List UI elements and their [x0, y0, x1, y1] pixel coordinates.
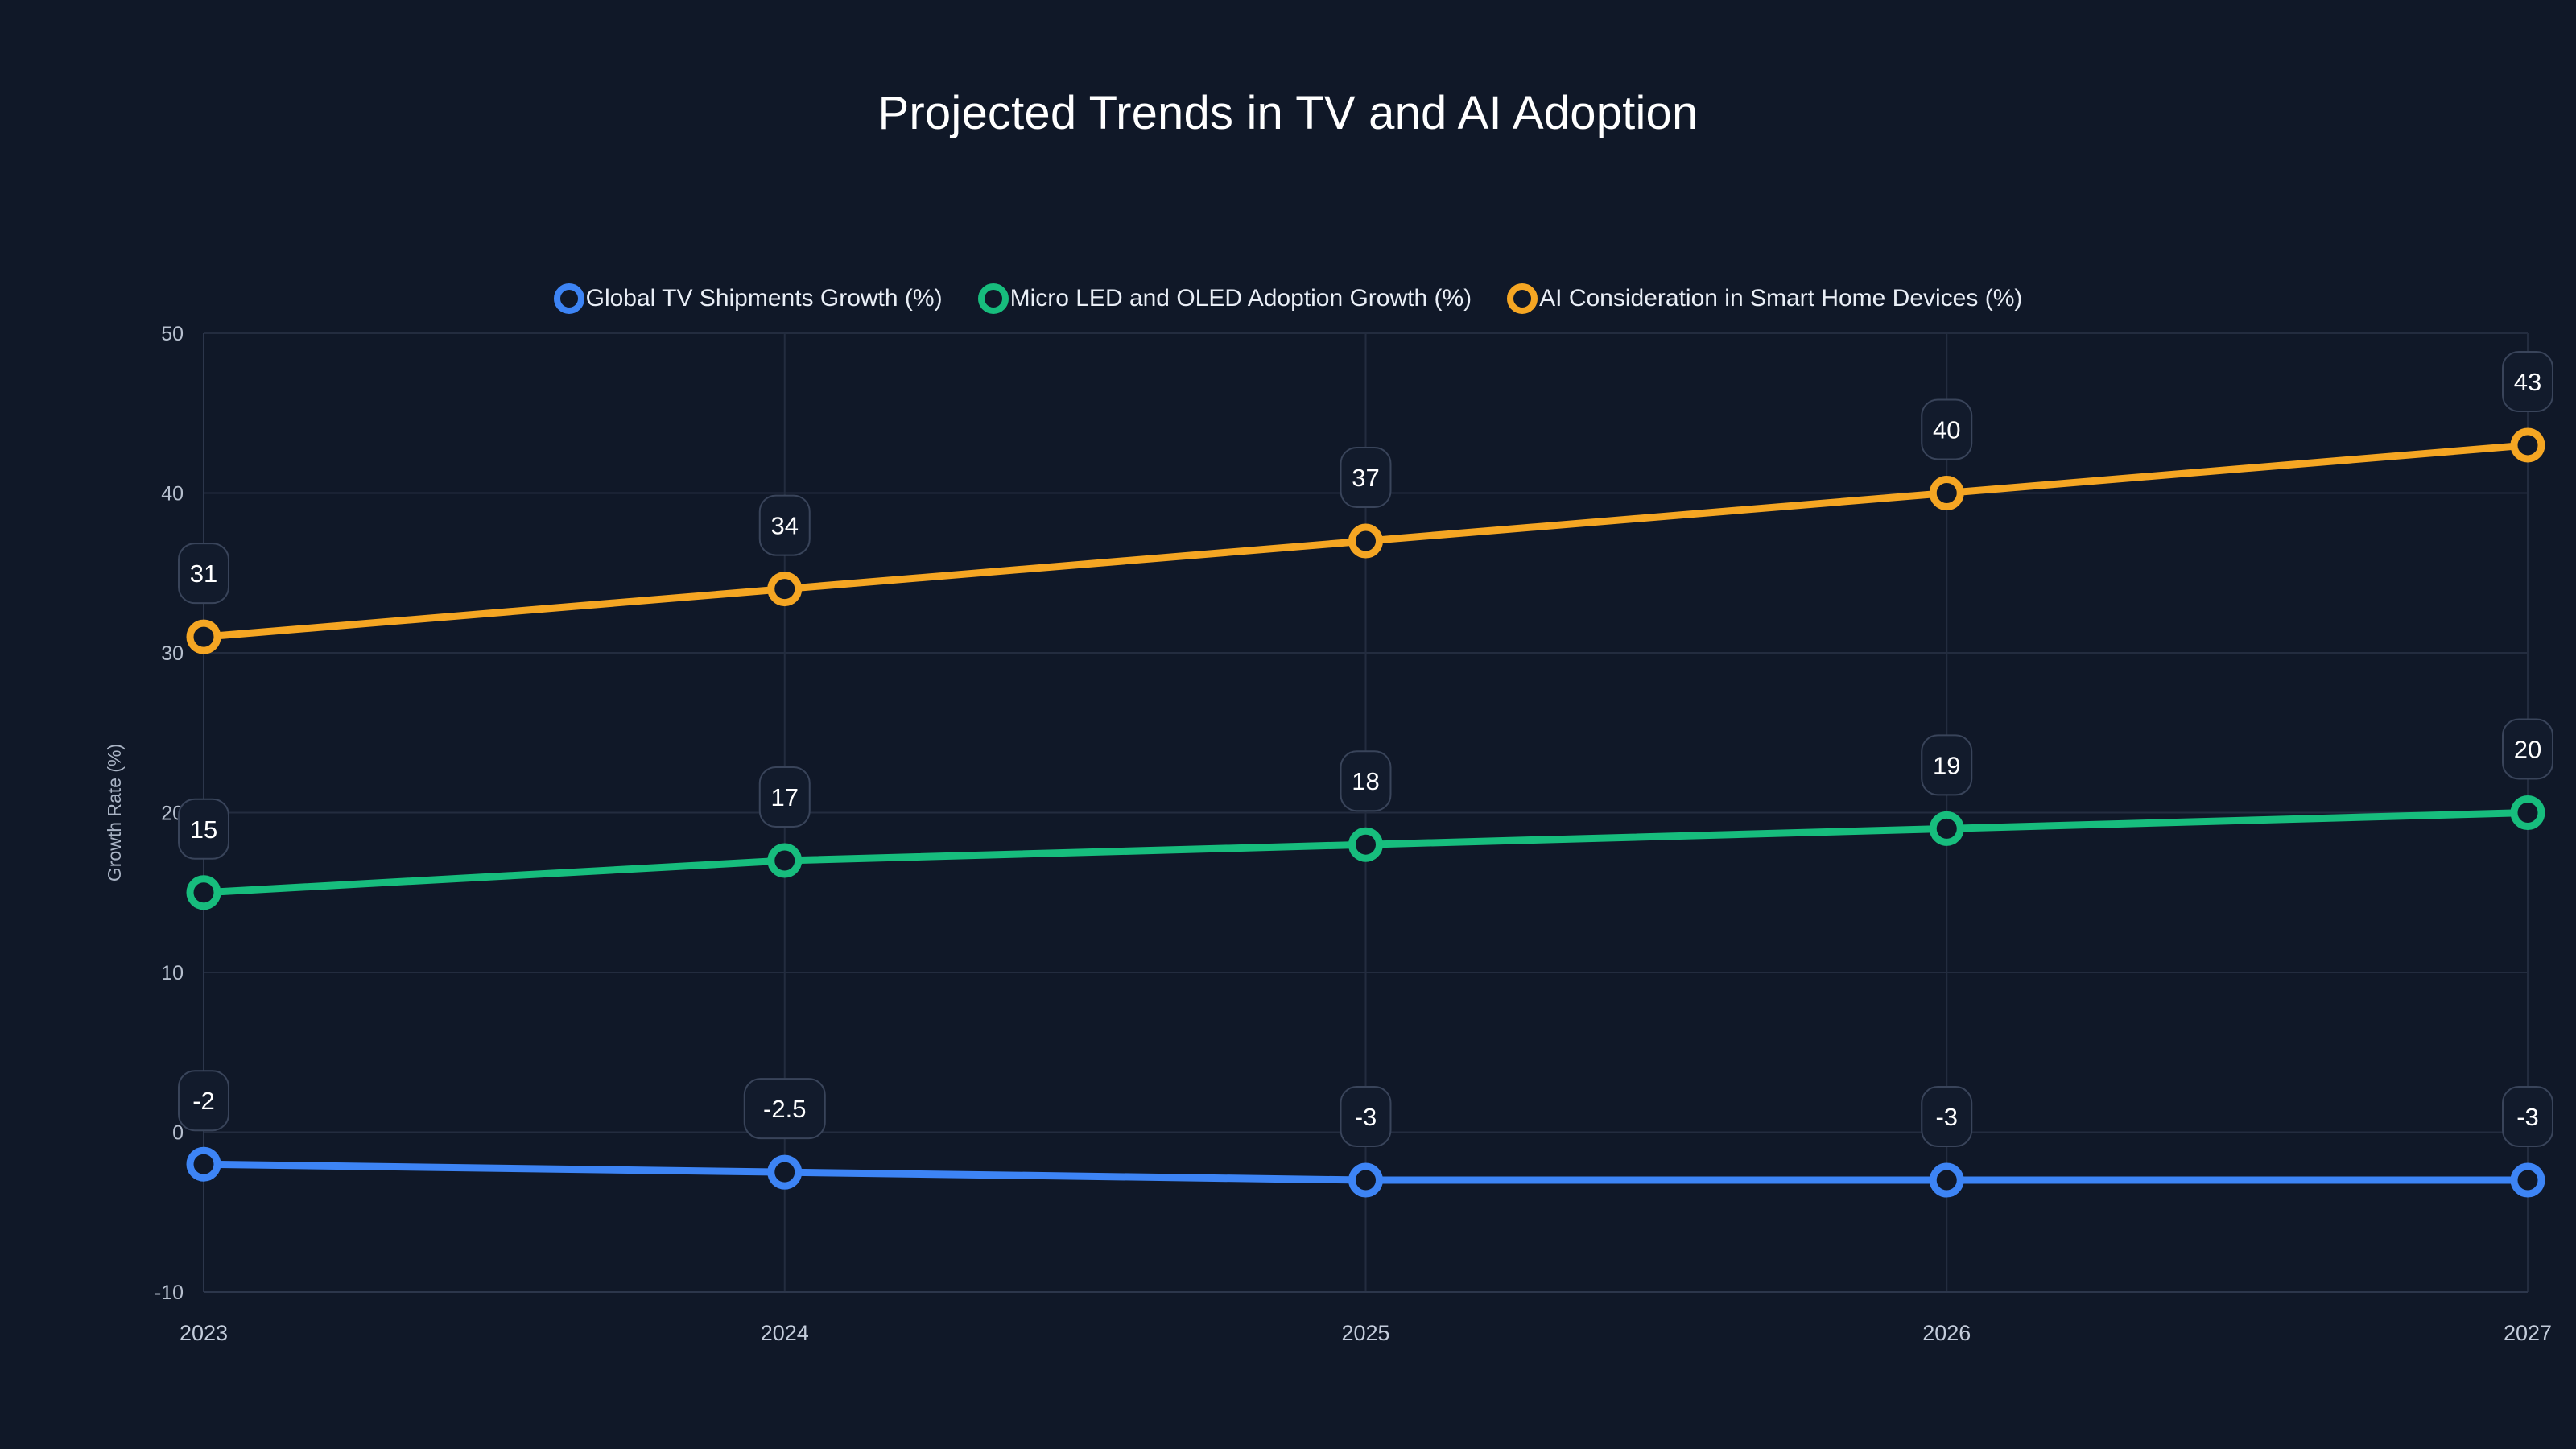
- data-label-text: -2.5: [763, 1095, 806, 1123]
- data-label: -3: [2502, 1086, 2553, 1148]
- data-point-marker[interactable]: [1348, 1162, 1383, 1198]
- data-label: 18: [1340, 750, 1392, 812]
- data-label-text: 31: [190, 559, 217, 588]
- data-label-text: 40: [1933, 416, 1960, 444]
- legend-marker-icon: [977, 283, 1009, 314]
- series-group: [186, 1146, 2545, 1198]
- data-point-marker[interactable]: [1929, 476, 1964, 510]
- data-point-marker[interactable]: [767, 572, 803, 607]
- data-label-box: [2502, 350, 2553, 412]
- data-label-text: 19: [1933, 751, 1960, 779]
- data-point-marker[interactable]: [186, 1146, 221, 1182]
- data-label-box: [1921, 1086, 1973, 1148]
- data-label: 43: [2502, 350, 2553, 412]
- data-label-text: 34: [771, 512, 799, 540]
- y-axis-tick-label: 10: [161, 962, 184, 985]
- x-axis-tick-label: 2026: [1922, 1321, 1971, 1345]
- data-label-text: -3: [1355, 1103, 1377, 1131]
- data-point-marker[interactable]: [2510, 795, 2545, 830]
- data-label-box: [178, 543, 229, 605]
- data-label-box: [1921, 734, 1973, 796]
- data-label-text: -2: [192, 1087, 215, 1115]
- data-label-box: [1340, 447, 1392, 509]
- data-label-text: 37: [1352, 464, 1379, 492]
- chart-title: Projected Trends in TV and AI Adoption: [877, 87, 1699, 139]
- data-point-marker[interactable]: [186, 619, 221, 654]
- data-label: 34: [758, 494, 811, 556]
- data-label: -3: [1340, 1086, 1392, 1148]
- legend-item-label: Micro LED and OLED Adoption Growth (%): [1009, 285, 1472, 312]
- y-axis-tick-label: 50: [161, 323, 184, 345]
- data-label-text: -3: [2516, 1103, 2539, 1131]
- data-point-marker[interactable]: [186, 875, 221, 910]
- series-group: [186, 795, 2545, 910]
- legend-marker-icon: [1507, 283, 1538, 314]
- data-point-marker[interactable]: [1929, 811, 1964, 846]
- data-point-marker[interactable]: [2510, 1162, 2545, 1198]
- data-label: 40: [1921, 398, 1973, 460]
- data-label: -3: [1921, 1086, 1973, 1148]
- data-point-marker[interactable]: [1929, 1162, 1964, 1198]
- data-label-box: [178, 798, 229, 860]
- data-label-box: [1340, 1086, 1392, 1148]
- data-label: 15: [178, 798, 229, 860]
- data-point-marker[interactable]: [1348, 827, 1383, 862]
- data-label-box: [2502, 718, 2553, 780]
- data-label: 19: [1921, 734, 1973, 796]
- data-label: 17: [758, 766, 811, 828]
- data-label-box: [758, 494, 811, 556]
- data-label: 20: [2502, 718, 2553, 780]
- x-axis-tick-label: 2023: [180, 1321, 228, 1345]
- data-label-text: -3: [1935, 1103, 1958, 1131]
- data-label-box: [2502, 1086, 2553, 1148]
- data-label-text: 15: [190, 815, 217, 844]
- y-axis-tick-label: -10: [155, 1282, 184, 1304]
- legend-item[interactable]: AI Consideration in Smart Home Devices (…: [1507, 283, 2022, 314]
- x-axis-tick-label: 2027: [2504, 1321, 2552, 1345]
- y-axis-tick-label: 30: [161, 642, 184, 665]
- chart-legend: Global TV Shipments Growth (%) Micro LED …: [0, 283, 2576, 314]
- data-label: -2.5: [743, 1078, 826, 1140]
- data-label-box: [1340, 750, 1392, 812]
- data-point-marker[interactable]: [1348, 523, 1383, 559]
- x-axis-tick-label: 2024: [761, 1321, 809, 1345]
- legend-marker-icon: [553, 283, 584, 314]
- data-label-box: [758, 766, 811, 828]
- legend-item-label: Global TV Shipments Growth (%): [585, 285, 943, 312]
- y-axis-tick-label: 0: [172, 1122, 184, 1145]
- data-label-text: 18: [1352, 767, 1379, 795]
- data-label-box: [178, 1070, 229, 1132]
- legend-item[interactable]: Global TV Shipments Growth (%): [553, 283, 943, 314]
- data-label-box: [743, 1078, 826, 1140]
- y-axis-title: Growth Rate (%): [104, 744, 125, 881]
- data-label-text: 20: [2514, 736, 2541, 764]
- series-group: [186, 427, 2545, 654]
- data-point-marker[interactable]: [2510, 427, 2545, 463]
- data-label-box: [1921, 398, 1973, 460]
- data-label: -2: [178, 1070, 229, 1132]
- data-label-text: 43: [2514, 368, 2541, 396]
- legend-item-label: AI Consideration in Smart Home Devices (…: [1539, 285, 2023, 312]
- y-axis-tick-label: 40: [161, 483, 184, 506]
- data-label-text: 17: [771, 783, 799, 811]
- x-axis-tick-label: 2025: [1341, 1321, 1389, 1345]
- data-point-marker[interactable]: [767, 843, 803, 878]
- data-point-marker[interactable]: [767, 1154, 803, 1190]
- legend-item[interactable]: Micro LED and OLED Adoption Growth (%): [977, 283, 1472, 314]
- data-label: 37: [1340, 447, 1392, 509]
- data-label: 31: [178, 543, 229, 605]
